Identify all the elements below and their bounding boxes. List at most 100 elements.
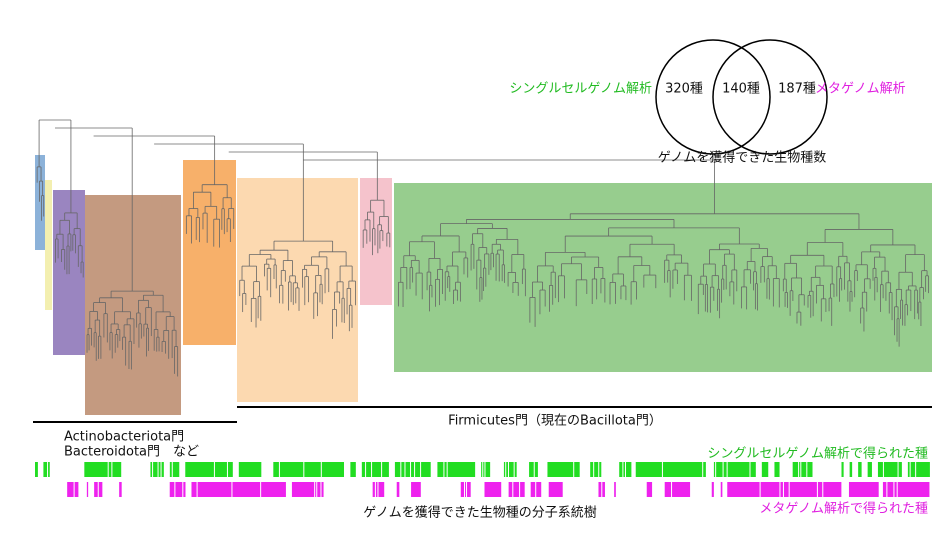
species-bar [460,482,465,497]
species-bar [548,482,563,497]
species-bar [823,482,842,497]
species-bar [172,462,180,477]
species-bar [465,482,467,497]
species-bar [304,462,321,477]
species-bar [86,482,89,497]
species-bar [750,462,756,477]
species-bar [858,462,862,477]
species-bar [291,482,315,497]
species-bar [411,462,415,477]
species-bar [789,482,817,497]
species-bar [94,482,98,497]
clade-box [183,160,236,345]
species-bar [317,482,321,497]
species-bar [67,482,74,497]
species-bar [161,462,164,477]
species-bar [150,462,153,477]
species-bar [396,482,400,497]
species-bar [635,462,662,477]
group-label: Actinobacteriota門 [64,430,184,445]
species-bar [897,482,930,497]
species-bar [119,482,122,497]
species-bar [447,462,476,477]
species-bar [421,462,431,477]
species-bar [112,462,122,477]
clade-box [35,155,45,250]
species-bar [508,462,514,477]
strip-label: シングルセルゲノム解析で得られた種 [707,446,928,462]
species-bar [372,482,375,497]
species-bar [35,462,38,477]
species-bar [817,482,823,497]
species-bar [713,462,716,477]
species-bar [799,462,801,477]
species-bar [415,462,421,477]
group-label: Firmicutes門（現在のBacillota門） [448,414,662,429]
venn-label: メタゲノム解析 [815,82,906,97]
species-bar [664,482,672,497]
clade-box [237,178,358,402]
venn-circle [655,39,771,155]
species-bar [279,462,304,477]
species-bar [48,462,50,477]
species-bar [372,462,382,477]
species-bar [625,462,632,477]
species-bar [238,462,262,477]
species-bar [602,482,605,497]
species-bar [877,462,883,477]
species-bar [910,462,916,477]
species-bar [703,462,706,477]
species-bar [108,462,112,477]
venn-circle [712,39,828,155]
species-bar [594,462,599,477]
metagenome-strip [67,482,930,497]
species-bar [536,482,542,497]
species-bar [513,482,520,497]
venn-label: シングルセルゲノム解析 [509,82,652,97]
species-bar [321,482,324,497]
species-bar [514,462,517,477]
species-bar [723,462,727,477]
species-bar [43,462,48,477]
group-label: Bacteroidota門 など [64,445,199,460]
species-bar [158,462,161,477]
species-bar [599,462,602,477]
species-bar [711,482,714,497]
species-bar [590,462,594,477]
species-bar [598,482,602,497]
species-bar [185,462,214,477]
species-bar [214,462,227,477]
species-bar [916,462,930,477]
species-bar [315,482,317,497]
species-bar [467,482,471,497]
species-bar [882,482,887,497]
species-bar [662,462,703,477]
species-bar [716,462,723,477]
species-bar [74,482,79,497]
species-bar [792,462,799,477]
species-bar [907,462,910,477]
species-bar [898,462,902,477]
species-bar [720,482,723,497]
species-bar [261,482,286,497]
species-bar [614,482,616,497]
species-bar [350,462,356,477]
species-bar [508,482,513,497]
species-bar [98,482,103,497]
species-bar [867,462,872,477]
species-bar [807,462,813,477]
species-bar [574,462,580,477]
species-bar [84,462,108,477]
species-bar [672,482,691,497]
species-bar [411,482,421,497]
species-bar [227,462,233,477]
clade-box [45,180,52,310]
species-bar [153,462,158,477]
species-bar [530,482,536,497]
species-bar [783,482,789,497]
clade-box [85,195,181,415]
species-bar [273,462,279,477]
species-bar [506,462,508,477]
species-bar [444,462,447,477]
